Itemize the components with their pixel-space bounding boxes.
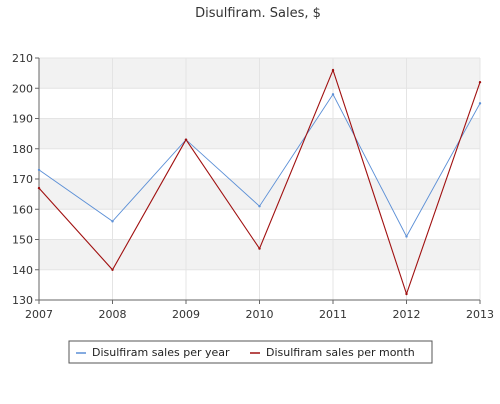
- data-point: [331, 93, 335, 96]
- legend-box: [68, 340, 433, 364]
- chart-title: Disulfiram. Sales, $: [195, 6, 321, 21]
- y-tick-label: 160: [12, 203, 33, 216]
- x-tick-label: 2013: [466, 308, 494, 321]
- data-point: [405, 235, 408, 238]
- data-point: [37, 186, 41, 190]
- y-tick-label: 180: [12, 143, 33, 156]
- data-point: [331, 68, 335, 72]
- data-point: [111, 268, 114, 271]
- y-axis-ticks: 130 140 150 160 170 180 190 200 210: [12, 52, 39, 307]
- x-tick-label: 2010: [246, 308, 274, 321]
- data-point: [184, 138, 188, 141]
- legend-label: Disulfiram sales per month: [266, 346, 415, 359]
- y-tick-label: 150: [12, 234, 33, 247]
- y-tick-label: 140: [12, 264, 33, 277]
- data-point: [405, 292, 408, 296]
- x-tick-label: 2012: [393, 308, 421, 321]
- series-lines: [37, 68, 482, 296]
- data-point: [478, 102, 482, 105]
- y-tick-label: 200: [12, 82, 33, 95]
- x-tick-label: 2008: [99, 308, 127, 321]
- data-point: [478, 81, 482, 84]
- y-tick-label: 170: [12, 173, 33, 186]
- y-tick-label: 130: [12, 294, 33, 307]
- y-tick-label: 210: [12, 52, 33, 65]
- legend-label: Disulfiram sales per year: [92, 346, 230, 359]
- legend: Disulfiram sales per year Disulfiram sale…: [68, 340, 433, 364]
- x-tick-label: 2011: [319, 308, 347, 321]
- data-point: [37, 168, 41, 172]
- x-axis-ticks: 2007 2008 2009 2010 2011 2012 2013: [25, 300, 494, 321]
- data-point: [258, 205, 261, 208]
- data-point: [111, 220, 114, 223]
- x-tick-label: 2009: [172, 308, 200, 321]
- y-tick-label: 190: [12, 113, 33, 126]
- data-point: [258, 247, 261, 250]
- x-tick-label: 2007: [25, 308, 53, 321]
